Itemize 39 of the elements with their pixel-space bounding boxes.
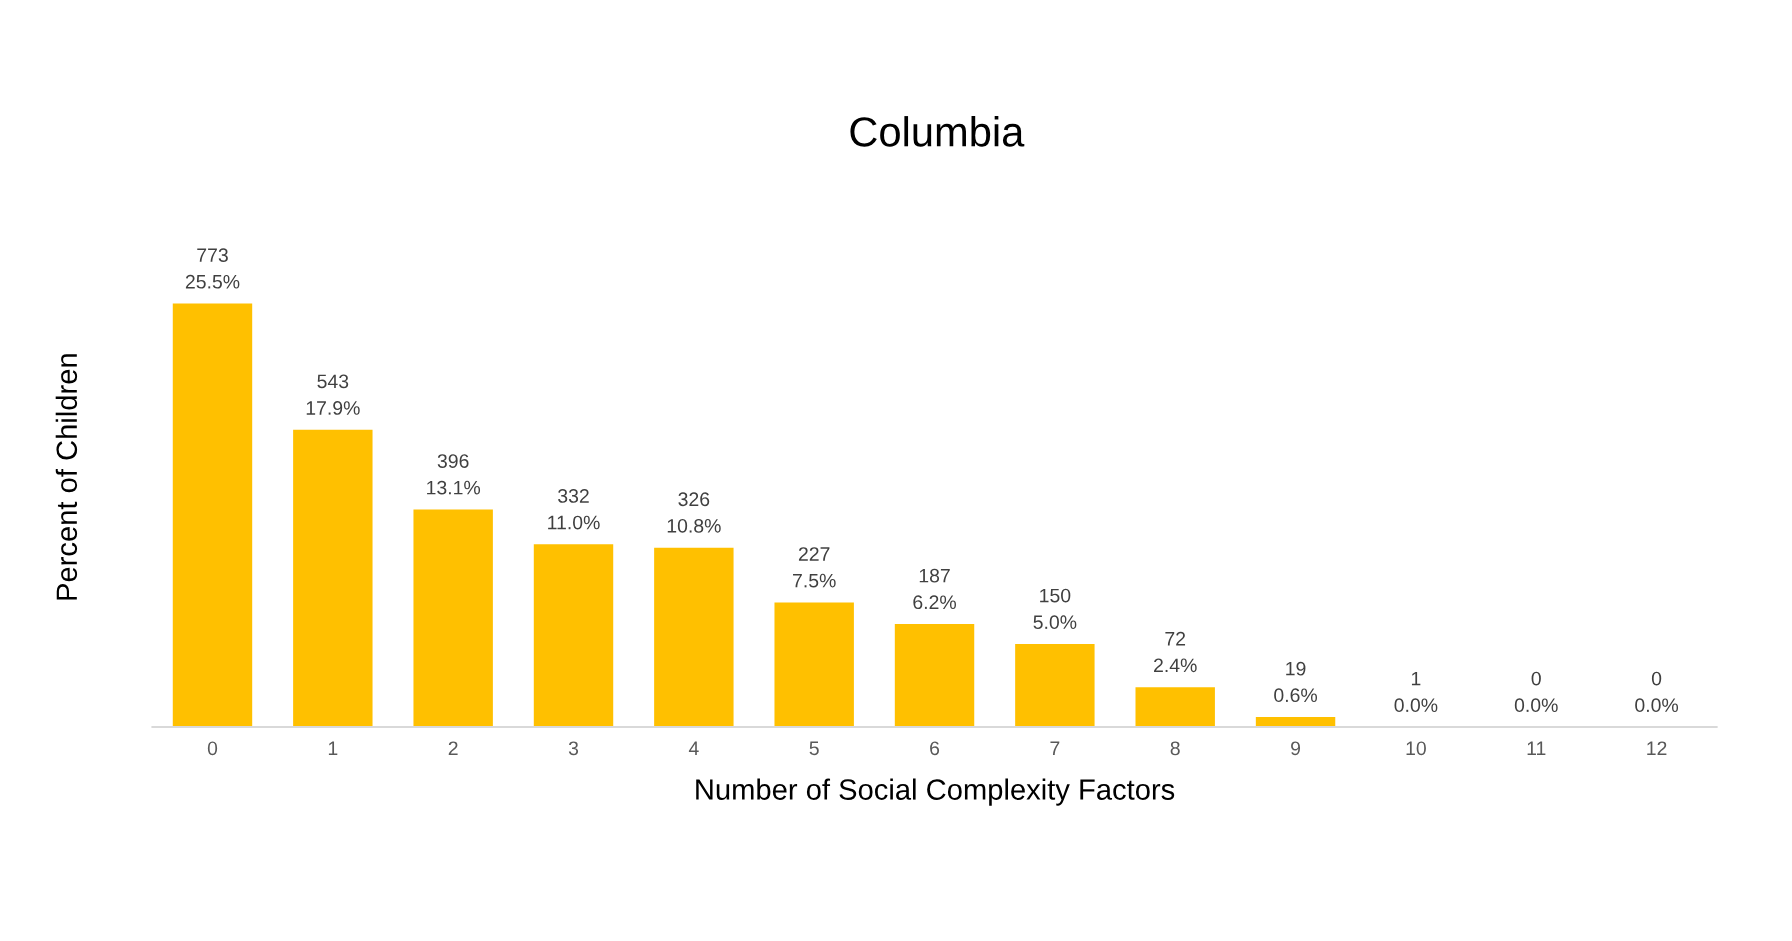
x-tick-label: 6 [930,741,940,756]
bar [172,303,253,728]
data-label: 332 11.0% [548,489,600,530]
data-label: 72 2.4% [1154,631,1197,673]
x-tick-label: 0 [207,741,218,756]
x-tick-label: 3 [568,741,579,756]
data-label: 396 13.1% [427,454,481,495]
bar [293,429,373,728]
data-label: 150 5.0% [1033,588,1077,630]
x-tick-label: 10 [1406,741,1426,756]
chart-title: Columbia [850,116,1025,147]
data-label: 543 17.9% [306,374,360,415]
x-tick-label: 2 [448,741,458,755]
data-label: 19 0.6% [1274,661,1318,703]
bar [894,624,975,728]
x-tick-label: 7 [1050,741,1060,755]
data-label: 326 10.8% [667,492,721,533]
bar [413,509,493,728]
bar [1015,643,1095,728]
bar [654,547,734,728]
bar [774,602,854,728]
data-label: 0 0.0% [1514,671,1558,713]
y-axis-title: Percent of Children [55,354,78,600]
data-label: 187 6.2% [913,568,956,610]
data-label: 1 0.0% [1394,671,1438,713]
data-label: 227 7.5% [793,547,836,588]
bar [533,544,614,728]
x-tick-label: 1 [328,741,338,755]
x-axis-title: Number of Social Complexity Factors [696,778,1175,806]
x-tick-label: 8 [1170,741,1180,756]
x-tick-label: 11 [1527,741,1546,755]
data-label: 773 25.5% [185,248,240,289]
x-tick-label: 5 [809,741,819,756]
x-tick-label: 9 [1291,741,1301,756]
x-tick-label: 4 [688,741,699,755]
x-tick-label: 12 [1647,741,1667,755]
bar [1255,717,1336,728]
data-label: 0 0.0% [1635,671,1679,713]
bar [1135,687,1215,728]
